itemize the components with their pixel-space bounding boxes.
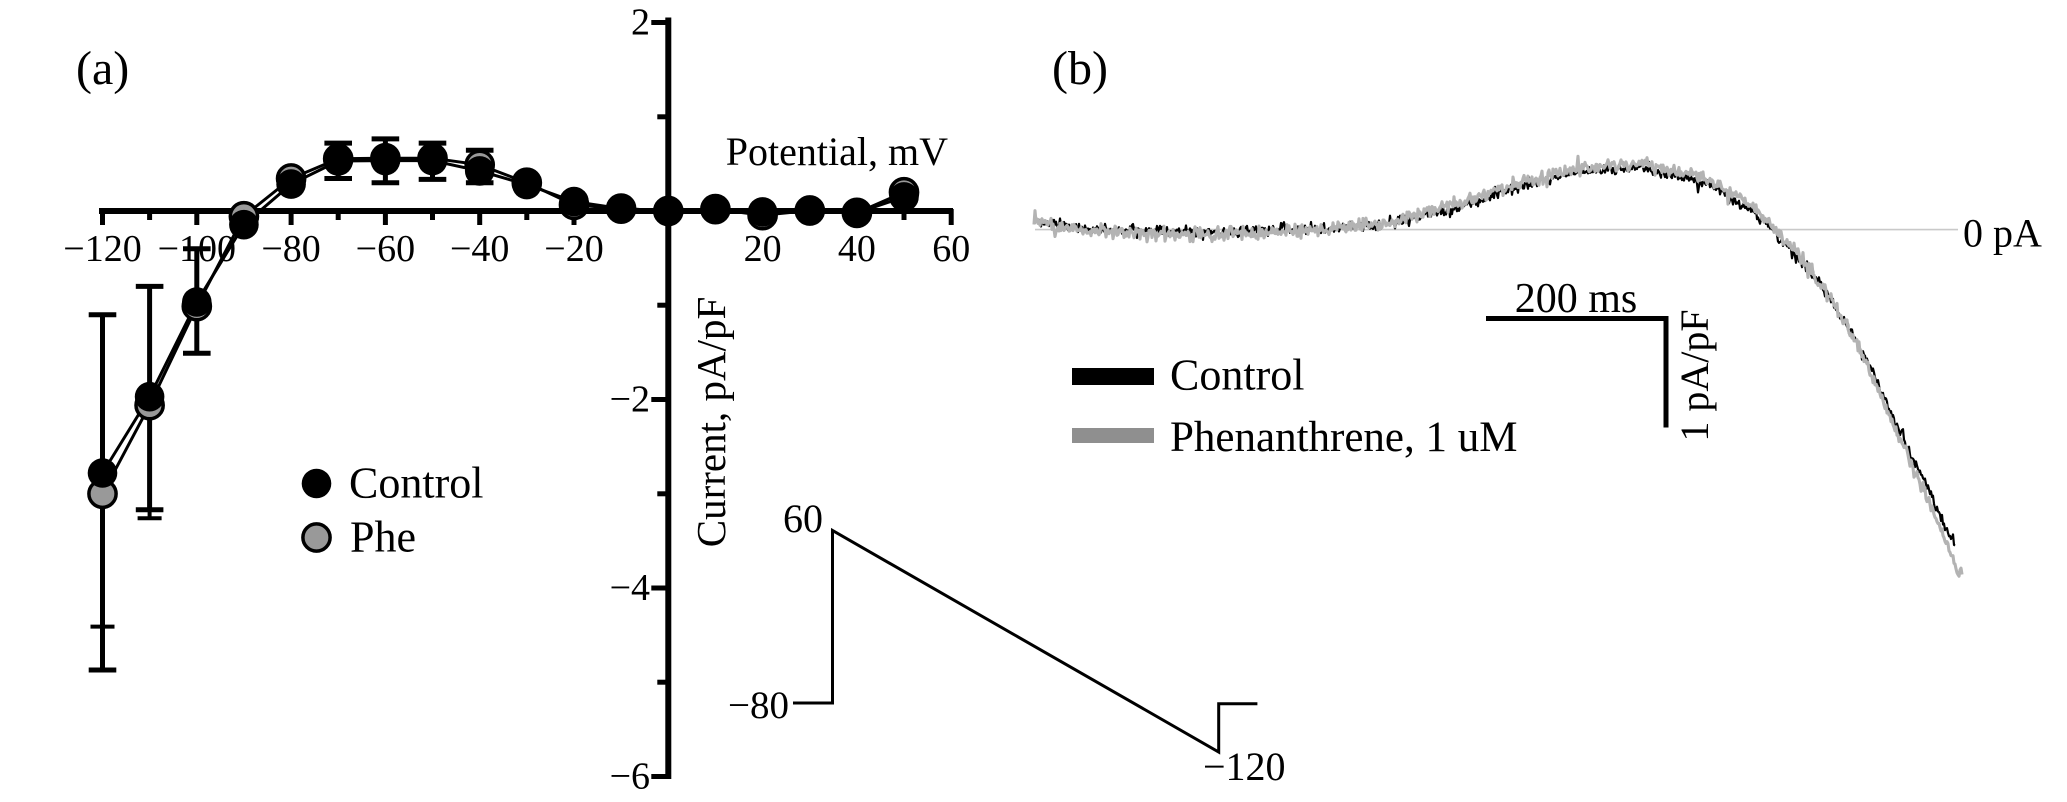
svg-text:60: 60 bbox=[932, 228, 970, 270]
svg-text:60: 60 bbox=[783, 496, 823, 541]
svg-text:200 ms: 200 ms bbox=[1515, 276, 1638, 322]
svg-text:20: 20 bbox=[744, 228, 782, 270]
svg-text:(a): (a) bbox=[76, 42, 129, 95]
svg-text:−80: −80 bbox=[728, 684, 789, 727]
svg-text:(b): (b) bbox=[1052, 42, 1108, 95]
svg-text:40: 40 bbox=[838, 228, 876, 270]
svg-text:−60: −60 bbox=[356, 228, 415, 270]
svg-text:2: 2 bbox=[631, 2, 650, 44]
svg-text:Potential, mV: Potential, mV bbox=[726, 129, 948, 174]
svg-text:Control: Control bbox=[1170, 351, 1304, 400]
svg-text:−80: −80 bbox=[261, 228, 320, 270]
svg-text:−4: −4 bbox=[610, 567, 650, 609]
svg-text:−2: −2 bbox=[610, 379, 650, 421]
svg-text:−120: −120 bbox=[63, 228, 141, 270]
svg-text:0 pA: 0 pA bbox=[1963, 211, 2042, 256]
svg-text:−40: −40 bbox=[450, 228, 509, 270]
svg-text:−20: −20 bbox=[544, 228, 603, 270]
svg-text:−6: −6 bbox=[610, 756, 650, 798]
svg-text:Phe: Phe bbox=[350, 513, 416, 562]
svg-text:1 pA/pF: 1 pA/pF bbox=[1672, 309, 1717, 441]
svg-text:Phenanthrene, 1 uM: Phenanthrene, 1 uM bbox=[1170, 414, 1518, 461]
svg-text:Control: Control bbox=[349, 459, 483, 508]
svg-text:−120: −120 bbox=[1203, 744, 1286, 789]
svg-text:Current, pA/pF: Current, pA/pF bbox=[688, 297, 734, 548]
